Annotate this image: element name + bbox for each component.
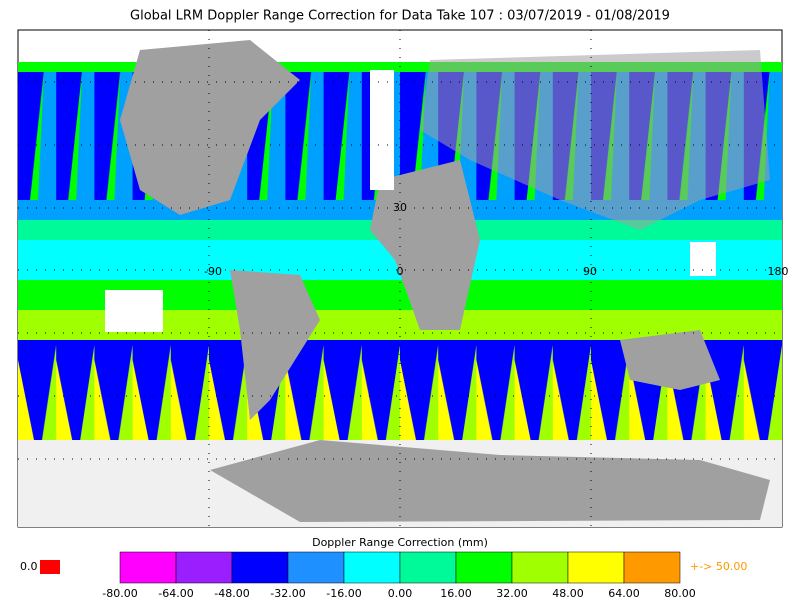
colorbar-segment <box>511 551 569 584</box>
map-label: 180 <box>768 265 789 278</box>
colorbar-segment <box>231 551 289 584</box>
map-label: 90 <box>583 265 597 278</box>
map-label: -90 <box>204 265 222 278</box>
colorbar-segment <box>567 551 625 584</box>
colorbar-tick-label: 0.00 <box>388 587 413 600</box>
colorbar-title: Doppler Range Correction (mm) <box>312 536 488 549</box>
colorbar-tick-label: 16.00 <box>440 587 472 600</box>
colorbar-segment <box>119 551 177 584</box>
map <box>17 29 783 528</box>
colorbar-segment <box>287 551 345 584</box>
colorbar-segment <box>623 551 681 584</box>
undershoot-swatch <box>40 560 60 574</box>
colorbar-segment <box>343 551 401 584</box>
undershoot-label: 0.0 <box>20 560 38 573</box>
overshoot-label: +-> 50.00 <box>690 560 747 573</box>
colorbar-segment <box>399 551 457 584</box>
colorbar-segment <box>455 551 513 584</box>
colorbar-tick-label: 48.00 <box>552 587 584 600</box>
colorbar-tick-label: -32.00 <box>270 587 305 600</box>
colorbar-segment <box>175 551 233 584</box>
map-label: 30 <box>393 201 407 214</box>
colorbar-tick-label: -16.00 <box>326 587 361 600</box>
colorbar-tick-label: -64.00 <box>158 587 193 600</box>
colorbar-tick-label: -80.00 <box>102 587 137 600</box>
map-label: 0 <box>397 265 404 278</box>
colorbar-tick-label: -48.00 <box>214 587 249 600</box>
title: Global LRM Doppler Range Correction for … <box>130 9 670 24</box>
colorbar-tick-label: 64.00 <box>608 587 640 600</box>
colorbar-tick-label: 80.00 <box>664 587 696 600</box>
colorbar-tick-label: 32.00 <box>496 587 528 600</box>
